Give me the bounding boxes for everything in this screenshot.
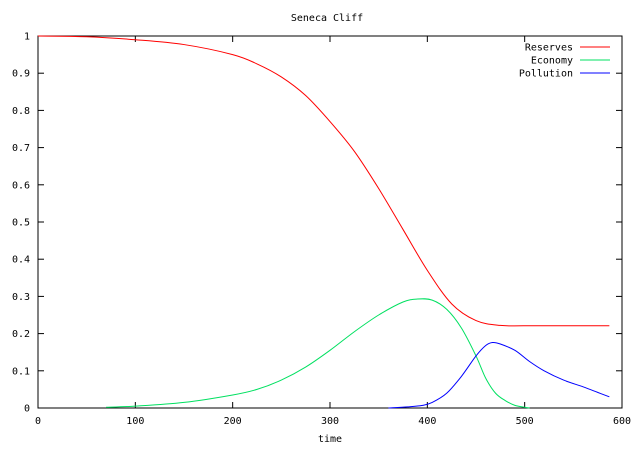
y-tick-label: 0.6: [12, 180, 30, 191]
y-tick-label: 0.4: [12, 255, 30, 266]
x-tick-label: 600: [613, 416, 631, 427]
y-tick-label: 0.3: [12, 292, 30, 303]
series-line-economy: [106, 298, 530, 409]
y-tick-label: 0.1: [12, 366, 30, 377]
series-line-reserves: [37, 35, 610, 327]
x-tick-label: 400: [418, 416, 436, 427]
y-axis: 0 0.1 0.2 0.3 0.4 0.5 0.6 0.7 0.8 0.9 1: [12, 32, 622, 415]
chart-title: Seneca Cliff: [291, 13, 363, 24]
legend-label-economy: Economy: [531, 56, 573, 67]
y-tick-label: 0.5: [12, 218, 30, 229]
legend-label-pollution: Pollution: [519, 69, 573, 80]
y-tick-label: 0.8: [12, 106, 30, 117]
x-axis: 0 100 200 300 400 500 600: [35, 36, 631, 427]
x-tick-label: 300: [321, 416, 339, 427]
series-line-pollution: [388, 341, 610, 409]
series-lines: [37, 35, 610, 409]
x-tick-label: 200: [224, 416, 242, 427]
y-tick-label: 1: [24, 32, 30, 43]
y-tick-label: 0.2: [12, 329, 30, 340]
legend-label-reserves: Reserves: [525, 43, 573, 54]
y-tick-label: 0.7: [12, 143, 30, 154]
legend: Reserves Economy Pollution: [519, 43, 610, 80]
x-tick-label: 100: [126, 416, 144, 427]
x-axis-label: time: [318, 434, 342, 445]
y-tick-label: 0.9: [12, 69, 30, 80]
plot-frame: [37, 35, 623, 409]
y-tick-label: 0: [24, 404, 30, 415]
x-tick-label: 500: [516, 416, 534, 427]
x-tick-label: 0: [35, 416, 41, 427]
